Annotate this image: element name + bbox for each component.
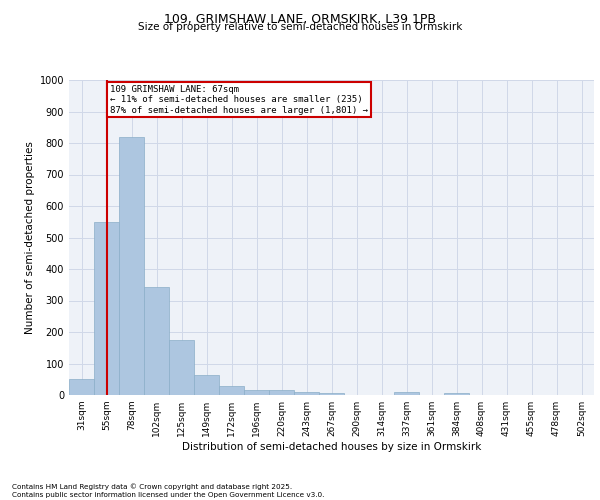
Bar [69, 378, 94, 395]
Text: 109, GRIMSHAW LANE, ORMSKIRK, L39 1PB: 109, GRIMSHAW LANE, ORMSKIRK, L39 1PB [164, 12, 436, 26]
Bar [194, 374, 219, 395]
Bar [144, 287, 169, 395]
Bar [169, 340, 194, 395]
Bar [269, 390, 294, 395]
Text: 109 GRIMSHAW LANE: 67sqm
← 11% of semi-detached houses are smaller (235)
87% of : 109 GRIMSHAW LANE: 67sqm ← 11% of semi-d… [110, 84, 368, 114]
Text: Size of property relative to semi-detached houses in Ormskirk: Size of property relative to semi-detach… [138, 22, 462, 32]
Text: Contains HM Land Registry data © Crown copyright and database right 2025.
Contai: Contains HM Land Registry data © Crown c… [12, 484, 325, 498]
Bar [294, 392, 319, 395]
Bar [119, 136, 144, 395]
Bar [244, 390, 269, 395]
Bar [94, 222, 119, 395]
Bar [394, 392, 419, 395]
Bar [219, 386, 244, 395]
Bar [319, 394, 344, 395]
X-axis label: Distribution of semi-detached houses by size in Ormskirk: Distribution of semi-detached houses by … [182, 442, 481, 452]
Bar [444, 393, 469, 395]
Y-axis label: Number of semi-detached properties: Number of semi-detached properties [25, 141, 35, 334]
